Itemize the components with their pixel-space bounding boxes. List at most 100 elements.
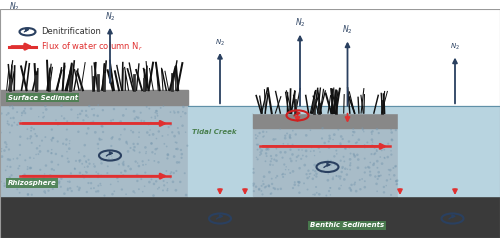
Point	[383, 178, 391, 182]
Point	[0, 131, 4, 134]
Point	[299, 154, 307, 157]
Point	[106, 183, 114, 186]
Point	[90, 107, 98, 111]
Point	[289, 169, 297, 173]
Point	[124, 142, 132, 146]
Point	[309, 177, 317, 181]
Point	[336, 142, 344, 145]
Point	[178, 152, 186, 156]
Point	[84, 158, 92, 162]
Point	[10, 116, 18, 120]
Point	[392, 164, 400, 168]
Point	[144, 158, 152, 162]
Point	[120, 114, 128, 117]
Point	[312, 169, 320, 173]
Point	[84, 115, 92, 119]
Point	[282, 165, 290, 169]
Point	[80, 154, 88, 158]
Point	[74, 116, 82, 119]
Point	[380, 156, 388, 160]
Point	[104, 164, 112, 168]
Point	[96, 182, 104, 186]
Point	[280, 142, 287, 146]
Point	[322, 193, 330, 197]
Point	[177, 115, 185, 119]
Point	[312, 185, 320, 189]
Point	[68, 108, 76, 111]
Point	[108, 137, 116, 140]
Point	[326, 137, 334, 140]
Point	[97, 159, 105, 162]
Point	[144, 131, 152, 134]
Point	[97, 174, 105, 178]
Point	[0, 181, 8, 185]
Point	[146, 107, 154, 110]
Point	[88, 107, 96, 111]
Point	[154, 114, 162, 118]
Point	[277, 187, 285, 191]
Text: Tidal Creek: Tidal Creek	[192, 129, 237, 135]
Point	[331, 163, 339, 167]
Point	[347, 189, 355, 193]
Point	[58, 177, 66, 181]
Point	[82, 171, 90, 174]
Point	[48, 138, 56, 142]
Point	[48, 151, 56, 155]
Point	[374, 166, 382, 170]
Point	[152, 137, 160, 140]
Point	[175, 160, 183, 164]
Point	[71, 167, 79, 171]
Point	[295, 180, 303, 184]
Point	[16, 153, 24, 157]
Point	[371, 151, 379, 155]
Point	[134, 142, 142, 146]
Point	[62, 143, 70, 147]
Point	[94, 189, 102, 193]
Point	[316, 192, 324, 196]
Point	[316, 150, 324, 154]
Point	[92, 190, 100, 193]
Point	[28, 193, 36, 197]
Point	[42, 191, 50, 195]
Point	[58, 104, 66, 108]
Point	[372, 175, 380, 178]
Point	[22, 158, 30, 162]
Point	[16, 164, 24, 168]
Point	[64, 188, 72, 192]
Point	[180, 105, 188, 109]
Point	[90, 113, 98, 117]
Point	[142, 105, 150, 109]
Point	[32, 153, 40, 156]
Point	[56, 122, 64, 126]
Point	[76, 186, 84, 190]
Point	[39, 111, 47, 115]
Point	[90, 186, 98, 190]
Point	[174, 110, 182, 114]
Point	[24, 192, 32, 196]
Point	[105, 156, 113, 160]
Point	[58, 114, 66, 118]
Point	[392, 179, 400, 183]
Point	[167, 123, 175, 127]
Point	[122, 140, 130, 144]
Point	[14, 157, 22, 160]
Text: $N_2$: $N_2$	[450, 42, 460, 52]
Point	[168, 130, 176, 134]
Point	[27, 166, 35, 170]
Point	[336, 144, 344, 147]
Point	[350, 130, 358, 134]
Point	[44, 149, 52, 153]
Point	[148, 142, 156, 145]
Point	[18, 111, 26, 115]
Point	[7, 183, 15, 187]
Point	[148, 116, 156, 119]
Point	[252, 185, 260, 189]
Point	[14, 167, 22, 170]
Point	[135, 130, 143, 134]
Point	[346, 146, 354, 150]
Point	[262, 159, 270, 163]
Point	[154, 147, 162, 150]
Bar	[398, 106, 500, 196]
Point	[98, 138, 106, 141]
Point	[97, 183, 105, 187]
